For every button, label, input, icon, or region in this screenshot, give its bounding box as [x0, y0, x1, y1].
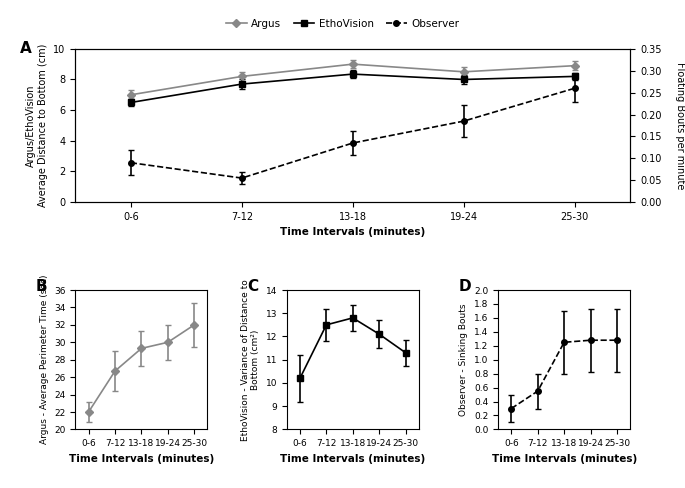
Y-axis label: Observer
Floating Bouts per minute: Observer Floating Bouts per minute [675, 62, 685, 189]
Legend: Argus, EthoVision, Observer: Argus, EthoVision, Observer [222, 15, 463, 33]
Text: A: A [20, 41, 32, 56]
X-axis label: Time Intervals (minutes): Time Intervals (minutes) [280, 454, 425, 464]
Y-axis label: Argus - Average Perimeter Time (sec): Argus - Average Perimeter Time (sec) [40, 275, 49, 445]
Text: C: C [247, 279, 258, 294]
X-axis label: Time Intervals (minutes): Time Intervals (minutes) [280, 227, 425, 238]
X-axis label: Time Intervals (minutes): Time Intervals (minutes) [68, 454, 214, 464]
Y-axis label: Observer - Sinking Bouts: Observer - Sinking Bouts [460, 304, 469, 416]
Text: D: D [458, 279, 471, 294]
Text: B: B [36, 279, 47, 294]
Y-axis label: EthoVision - Variance of Distance to
Bottom (cm²): EthoVision - Variance of Distance to Bot… [240, 279, 260, 441]
X-axis label: Time Intervals (minutes): Time Intervals (minutes) [492, 454, 637, 464]
Y-axis label: Argus/EthoVision
Average Distance to Bottom (cm): Argus/EthoVision Average Distance to Bot… [26, 44, 48, 207]
